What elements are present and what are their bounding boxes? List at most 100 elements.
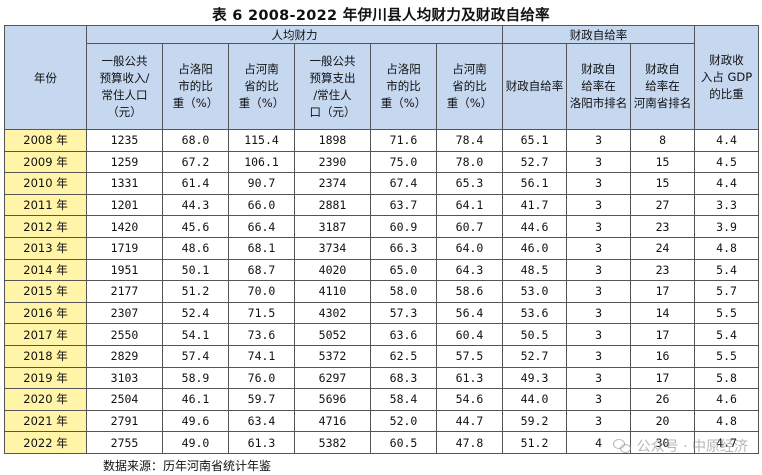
value-cell: 60.4	[435, 323, 504, 346]
value-cell: 44.0	[502, 388, 568, 411]
value-cell: 27	[630, 193, 696, 217]
value-cell: 49.3	[502, 366, 568, 390]
value-cell: 15	[630, 150, 696, 174]
header-text-line: 重（%）	[238, 96, 285, 110]
value-cell: 5.4	[694, 258, 760, 282]
table-row: 2017 年 2550 54.1 73.6 5052 63.6 60.4 50.5 3 17 5.4	[4, 323, 760, 346]
value-cell: 4.4	[694, 172, 760, 195]
value-cell: 4110	[294, 280, 371, 303]
header-text-line: 的比重	[709, 87, 744, 101]
value-cell: 56.4	[435, 301, 504, 325]
header-text-line: 省的比	[452, 79, 487, 93]
value-cell: 106.1	[228, 150, 295, 174]
table-row: 2018 年 2829 57.4 74.1 5372 62.5 57.5 52.7 3 16 5.5	[4, 344, 760, 368]
value-cell: 3	[566, 150, 632, 174]
value-cell: 30	[630, 431, 696, 454]
header-col-10: 财政收入占 GDP 的比重	[694, 25, 760, 130]
header-text-line: 一般公共	[101, 53, 148, 68]
value-cell: 58.4	[370, 388, 437, 411]
header-text-line: 给率在	[645, 79, 680, 93]
table-row: 2010 年 1331 61.4 90.7 2374 67.4 65.3 56.1 3 15 4.4	[4, 172, 760, 195]
value-cell: 115.4	[228, 129, 295, 152]
table-row: 2019 年 3103 58.9 76.0 6297 68.3 61.3 49.3 3 17 5.8	[4, 366, 760, 390]
table-row: 2013 年 1719 48.6 68.1 3734 66.3 64.0 46.0 3 24 4.8	[4, 236, 760, 260]
header-text-line: 排名	[668, 96, 692, 110]
header-text-line: 占河南	[452, 62, 487, 76]
header-text-line: 财政自	[645, 62, 680, 76]
header-text-line: 口（元）	[309, 104, 356, 119]
value-cell: 4.4	[694, 129, 760, 152]
value-cell: 67.2	[162, 150, 229, 174]
header-text-line: 占河南	[244, 62, 279, 76]
header-text-line: 给率在	[581, 79, 616, 93]
watermark: 公众号 · 中原经济	[612, 436, 748, 456]
table-row: 2011 年 1201 44.3 66.0 2881 63.7 64.1 41.7 3 27 3.3	[4, 193, 760, 217]
header-text-line: 重（%）	[446, 96, 493, 110]
header-text-line: 重（%）	[172, 96, 219, 110]
value-cell: 52.7	[502, 344, 568, 368]
value-cell: 57.3	[370, 301, 437, 325]
value-cell: 58.0	[370, 280, 437, 303]
value-cell: 3.3	[694, 193, 760, 217]
table-title: 表 6 2008-2022 年伊川县人均财力及财政自给率	[212, 8, 550, 24]
header-text-line: 市的比	[178, 79, 213, 93]
table-body: 2008 年 1235 68.0 115.4 1898 71.6 78.4 65.1 3 8 4.4…	[4, 129, 760, 454]
year-cell: 2010 年	[4, 172, 87, 195]
header-group-per-capita: 人均财力	[85, 25, 504, 44]
value-cell: 5.4	[694, 323, 760, 346]
value-cell: 1898	[294, 129, 371, 152]
header-col-1: 一般公共预算收入/常住人口 （元）	[86, 43, 163, 130]
value-cell: 68.0	[162, 129, 229, 152]
value-cell: 5052	[294, 323, 371, 346]
value-cell: 48.6	[162, 236, 229, 260]
value-cell: 62.5	[370, 344, 437, 368]
year-cell: 2008 年	[4, 129, 87, 152]
header-text-line: 预算支出	[309, 70, 356, 85]
value-cell: 56.1	[502, 172, 568, 195]
value-cell: 16	[630, 344, 696, 368]
year-cell: 2022 年	[4, 431, 87, 454]
year-cell: 2012 年	[4, 215, 87, 238]
value-cell: 58.6	[435, 280, 504, 303]
value-cell: 64.0	[435, 236, 504, 260]
value-cell: 2881	[294, 193, 371, 217]
value-cell: 17	[630, 280, 696, 303]
value-cell: 20	[630, 409, 696, 433]
value-cell: 4.5	[694, 150, 760, 174]
header-group-self-sufficiency: 财政自给率	[502, 25, 696, 44]
value-cell: 17	[630, 366, 696, 390]
value-cell: 44.6	[502, 215, 568, 238]
header-col-8: 财政自给率在洛阳市排名	[566, 43, 632, 130]
value-cell: 44.3	[162, 193, 229, 217]
year-cell: 2020 年	[4, 388, 87, 411]
value-cell: 3	[566, 172, 632, 195]
value-cell: 3187	[294, 215, 371, 238]
value-cell: 46.0	[502, 236, 568, 260]
header-text-line: 财政收	[709, 53, 744, 67]
value-cell: 26	[630, 388, 696, 411]
value-cell: 1331	[86, 172, 163, 195]
value-cell: 46.1	[162, 388, 229, 411]
value-cell: 3	[566, 366, 632, 390]
value-cell: 47.8	[435, 431, 504, 454]
value-cell: 53.0	[502, 280, 568, 303]
header-text-line: 占洛阳	[178, 62, 213, 76]
watermark-text: 公众号 · 中原经济	[636, 439, 748, 455]
value-cell: 51.2	[162, 280, 229, 303]
table-row: 2016 年 2307 52.4 71.5 4302 57.3 56.4 53.6 3 14 5.5	[4, 301, 760, 325]
value-cell: 73.6	[228, 323, 295, 346]
value-cell: 70.0	[228, 280, 295, 303]
wechat-icon	[612, 439, 631, 453]
value-cell: 1719	[86, 236, 163, 260]
value-cell: 3	[566, 344, 632, 368]
header-col-7: 财政自给率	[502, 43, 568, 130]
value-cell: 52.0	[370, 409, 437, 433]
value-cell: 3734	[294, 236, 371, 260]
value-cell: 66.3	[370, 236, 437, 260]
value-cell: 2755	[86, 431, 163, 454]
value-cell: 59.7	[228, 388, 295, 411]
header-col-5: 占洛阳市的比重（%）	[370, 43, 437, 130]
value-cell: 1235	[86, 129, 163, 152]
source-note: 数据来源：历年河南省统计年鉴	[103, 459, 272, 473]
year-cell: 2014 年	[4, 258, 87, 282]
